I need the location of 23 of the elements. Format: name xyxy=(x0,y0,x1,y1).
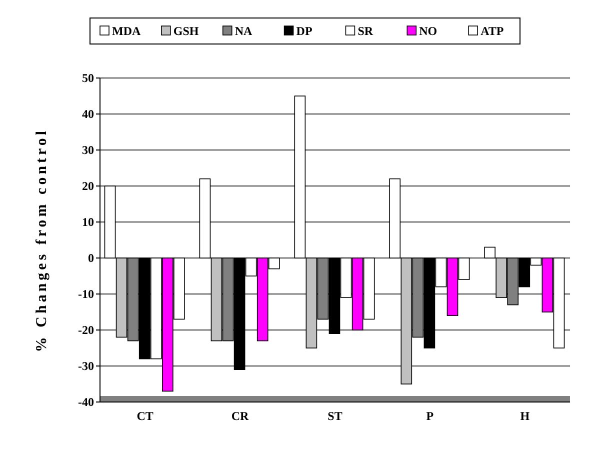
x-tick-label: CT xyxy=(136,409,154,423)
y-tick-label: -40 xyxy=(78,395,94,410)
x-tick-label: CR xyxy=(231,409,250,423)
y-tick-label: 30 xyxy=(82,143,94,158)
y-tick-label: 0 xyxy=(88,251,94,266)
x-tick-label: H xyxy=(520,409,530,423)
legend-label: SR xyxy=(358,24,374,38)
y-axis-title: % Changes from control xyxy=(34,128,50,352)
y-tick-label: 40 xyxy=(82,107,94,122)
legend-label: NO xyxy=(419,24,438,38)
x-tick-label: ST xyxy=(328,409,342,423)
legend-label: ATP xyxy=(480,24,504,38)
y-tick-label: -10 xyxy=(78,287,94,302)
y-tick-label: -30 xyxy=(78,359,94,374)
legend-label: MDA xyxy=(112,24,141,38)
legend-label: NA xyxy=(234,24,253,38)
y-tick-label: 20 xyxy=(82,179,94,194)
y-tick-label: -20 xyxy=(78,323,94,338)
legend-label: DP xyxy=(296,24,312,38)
y-tick-label: 10 xyxy=(82,215,94,230)
y-tick-label: 50 xyxy=(82,71,94,86)
x-tick-label: P xyxy=(426,409,434,423)
legend-label: GSH xyxy=(173,24,200,38)
